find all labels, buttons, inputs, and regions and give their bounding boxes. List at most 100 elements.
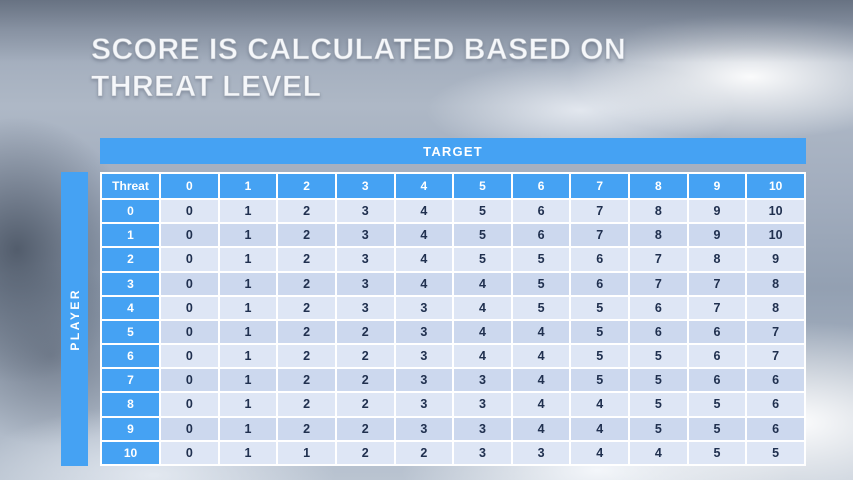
score-cell: 10 <box>745 222 806 249</box>
score-cell: 0 <box>159 197 220 225</box>
score-cell: 6 <box>745 367 806 394</box>
score-cell: 7 <box>569 197 630 225</box>
score-cell: 6 <box>510 222 572 249</box>
score-cell: 1 <box>217 270 279 297</box>
score-cell: 0 <box>159 391 220 418</box>
score-cell: 0 <box>159 439 220 467</box>
score-cell: 2 <box>276 197 337 225</box>
score-cell: 5 <box>510 246 572 273</box>
row-header: 3 <box>100 270 161 297</box>
score-cell: 6 <box>745 415 806 442</box>
score-cell: 2 <box>334 439 396 467</box>
score-cell: 4 <box>393 246 455 273</box>
score-cell: 9 <box>745 246 806 273</box>
score-cell: 3 <box>334 197 396 225</box>
score-cell: 0 <box>159 367 220 394</box>
score-cell: 7 <box>745 343 806 370</box>
score-cell: 5 <box>628 367 689 394</box>
row-header: 1 <box>100 222 161 249</box>
table-header-row: Threat 0 1 2 3 4 5 6 7 8 9 10 <box>100 172 806 200</box>
score-cell: 3 <box>334 222 396 249</box>
score-cell: 1 <box>217 439 279 467</box>
score-cell: 5 <box>569 367 630 394</box>
row-header: 2 <box>100 246 161 273</box>
score-cell: 5 <box>569 294 630 321</box>
target-axis-label: TARGET <box>423 143 483 159</box>
score-cell: 4 <box>393 270 455 297</box>
column-header: 4 <box>393 172 455 200</box>
row-header: 5 <box>100 318 161 346</box>
score-cell: 2 <box>334 391 396 418</box>
row-header: 0 <box>100 197 161 225</box>
slide-title: SCORE IS CALCULATED BASED ON THREAT LEVE… <box>91 31 751 105</box>
score-cell: 1 <box>217 222 279 249</box>
score-cell: 2 <box>334 343 396 370</box>
score-cell: 3 <box>334 294 396 321</box>
score-cell: 4 <box>510 318 572 346</box>
score-cell: 3 <box>393 294 455 321</box>
score-cell: 4 <box>452 343 513 370</box>
score-cell: 7 <box>686 294 748 321</box>
score-cell: 0 <box>159 222 220 249</box>
score-cell: 4 <box>569 415 630 442</box>
score-cell: 6 <box>569 246 630 273</box>
score-cell: 3 <box>452 367 513 394</box>
slide-title-line1: SCORE IS CALCULATED BASED ON <box>91 33 627 67</box>
row-header: 8 <box>100 391 161 418</box>
score-cell: 4 <box>510 367 572 394</box>
score-cell: 4 <box>569 391 630 418</box>
score-cell: 4 <box>510 415 572 442</box>
score-cell: 8 <box>686 246 748 273</box>
score-cell: 5 <box>452 197 513 225</box>
score-cell: 5 <box>686 391 748 418</box>
score-cell: 3 <box>334 270 396 297</box>
column-header: 2 <box>276 172 337 200</box>
score-cell: 1 <box>217 294 279 321</box>
score-cell: 3 <box>510 439 572 467</box>
score-cell: 8 <box>745 270 806 297</box>
column-header: 0 <box>159 172 220 200</box>
score-cell: 2 <box>276 415 337 442</box>
score-cell: 2 <box>276 294 337 321</box>
score-cell: 4 <box>510 391 572 418</box>
score-cell: 2 <box>334 318 396 346</box>
score-cell: 7 <box>628 246 689 273</box>
row-header: 10 <box>100 439 161 467</box>
score-cell: 3 <box>452 439 513 467</box>
score-cell: 2 <box>276 318 337 346</box>
score-cell: 1 <box>217 343 279 370</box>
score-cell: 7 <box>569 222 630 249</box>
row-header: 7 <box>100 367 161 394</box>
score-cell: 6 <box>569 270 630 297</box>
corner-header-threat: Threat <box>100 172 161 200</box>
score-cell: 1 <box>217 367 279 394</box>
score-cell: 7 <box>745 318 806 346</box>
score-cell: 3 <box>393 318 455 346</box>
score-cell: 2 <box>276 222 337 249</box>
score-cell: 5 <box>452 246 513 273</box>
score-cell: 5 <box>569 343 630 370</box>
score-cell: 9 <box>686 222 748 249</box>
score-cell: 4 <box>452 270 513 297</box>
column-header: 6 <box>510 172 572 200</box>
table-row: 0 0 1 2 3 4 5 6 7 8 9 10 <box>100 197 806 225</box>
row-header: 4 <box>100 294 161 321</box>
score-cell: 3 <box>393 415 455 442</box>
score-cell: 1 <box>217 246 279 273</box>
row-header: 9 <box>100 415 161 442</box>
score-cell: 2 <box>276 391 337 418</box>
score-cell: 2 <box>276 367 337 394</box>
column-header: 8 <box>628 172 689 200</box>
score-cell: 4 <box>393 197 455 225</box>
score-cell: 2 <box>276 270 337 297</box>
column-header: 10 <box>745 172 806 200</box>
score-cell: 3 <box>393 367 455 394</box>
score-cell: 9 <box>686 197 748 225</box>
score-cell: 3 <box>452 391 513 418</box>
score-cell: 5 <box>745 439 806 467</box>
score-cell: 2 <box>334 415 396 442</box>
score-cell: 4 <box>510 343 572 370</box>
